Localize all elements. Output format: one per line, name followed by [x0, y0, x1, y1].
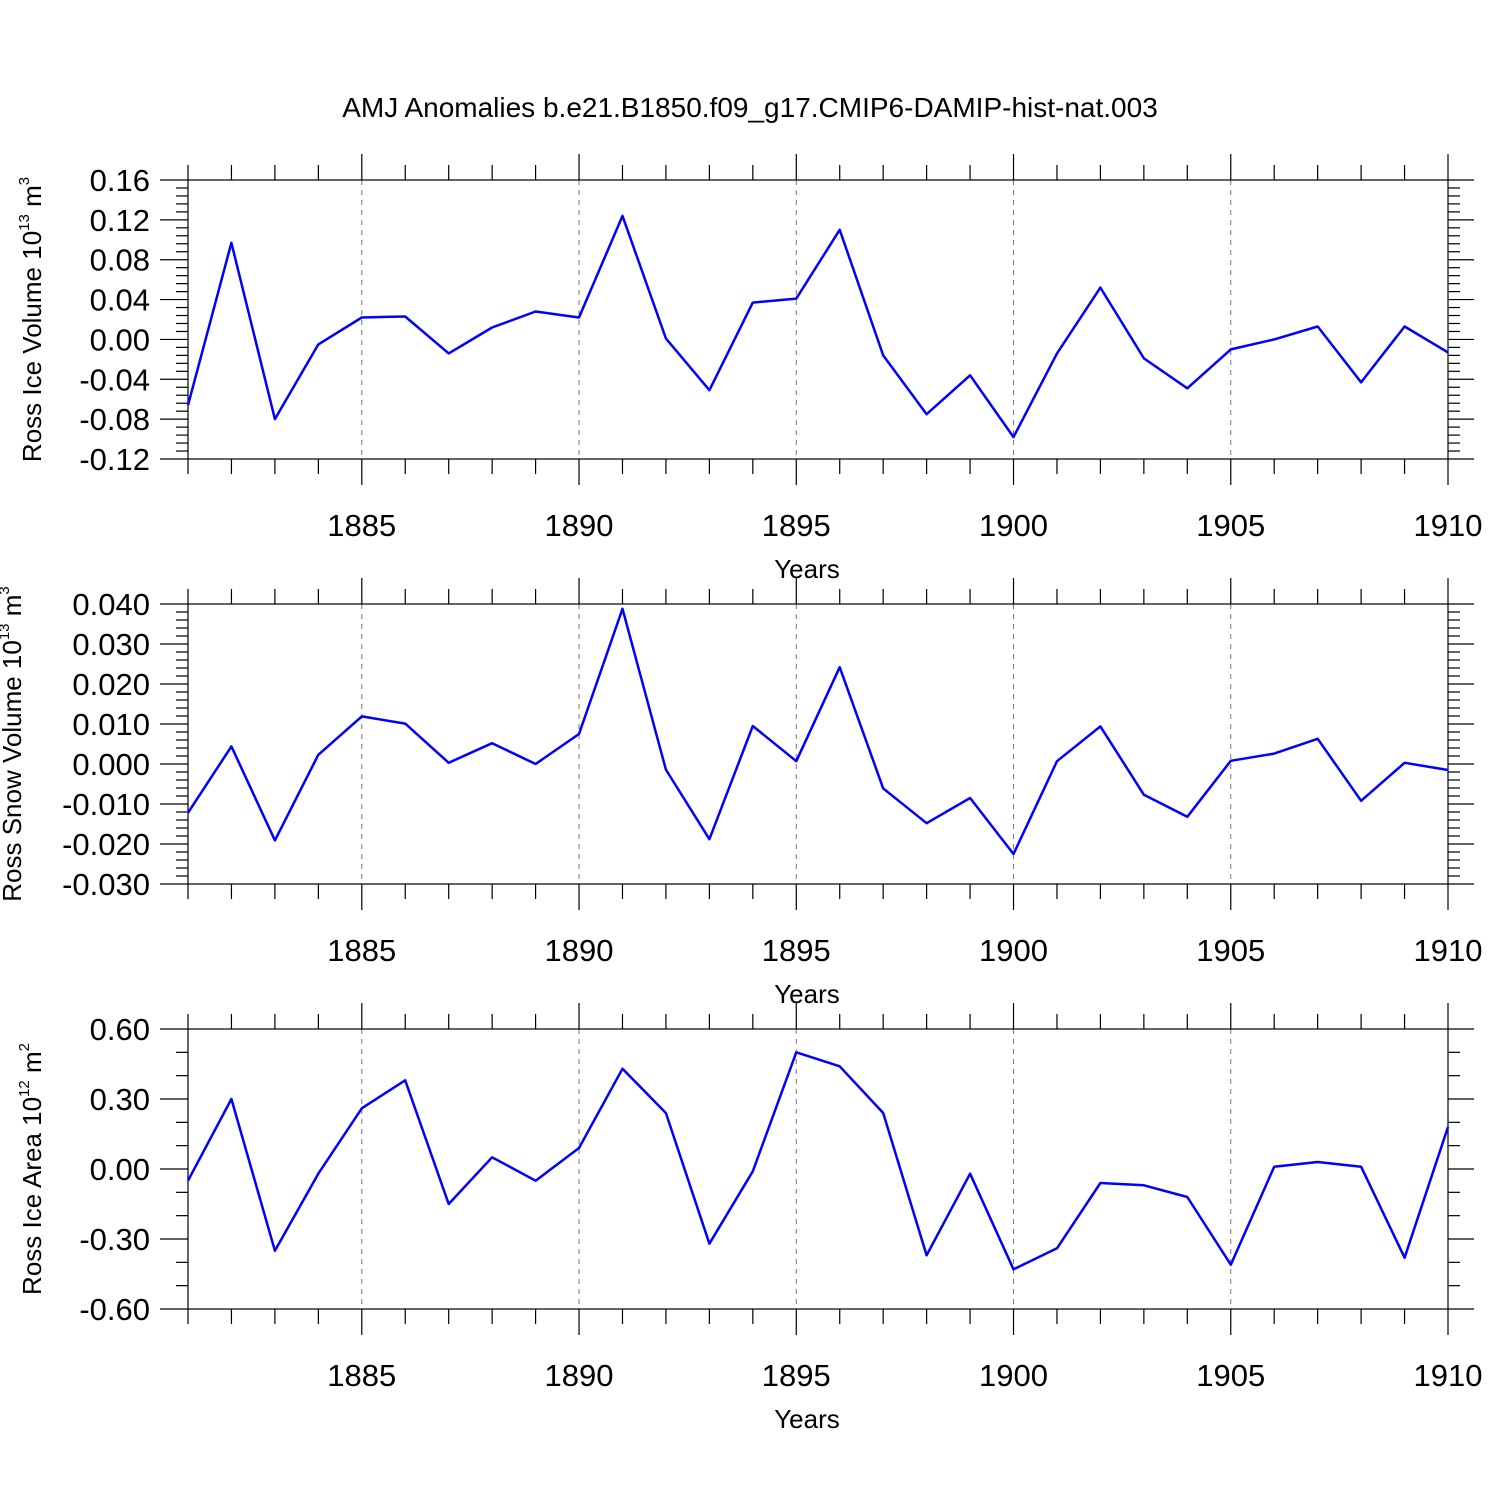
y-axis-label: Ross Ice Area 1012 m2 [16, 1043, 47, 1295]
x-tick-label: 1905 [1196, 508, 1265, 543]
x-tick-label: 1885 [327, 1358, 396, 1393]
x-tick-label: 1895 [762, 508, 831, 543]
y-tick-label: -0.010 [62, 787, 150, 822]
x-axis-label: Years [774, 1404, 840, 1434]
y-tick-label: 0.040 [72, 587, 150, 622]
x-tick-labels: 1885 1890 1895 1900 1905 1910 [327, 1358, 1482, 1393]
grid-lines [361, 180, 1232, 459]
x-tick-label: 1910 [1414, 508, 1483, 543]
x-tick-label: 1910 [1414, 1358, 1483, 1393]
x-tick-labels: 1885 1890 1895 1900 1905 1910 [327, 933, 1482, 968]
y-tick-label: 0.16 [90, 163, 150, 198]
y-tick-label: 0.60 [90, 1012, 150, 1047]
y-axis-label: Ross Ice Volume 1013 m3 [16, 177, 47, 462]
y-tick-label: -0.30 [79, 1222, 150, 1257]
plot-frame [187, 179, 1449, 460]
x-tick-label: 1890 [545, 508, 614, 543]
y-axis-label: Ross Snow Volume 1013 m3 [0, 586, 27, 902]
x-tick-label: 1900 [979, 933, 1048, 968]
x-tick-label: 1890 [545, 1358, 614, 1393]
panel-ice-volume: -0.12 -0.08 -0.04 0.00 0.04 0.08 0.12 0.16 1885… [16, 154, 1482, 584]
y-tick-label: 0.00 [90, 1152, 150, 1187]
x-tick-label: 1885 [327, 933, 396, 968]
x-axis-label: Years [774, 979, 840, 1009]
y-tick-label: -0.04 [79, 362, 150, 397]
y-tick-label: -0.12 [79, 442, 150, 477]
y-tick-label: -0.030 [62, 867, 150, 902]
x-tick-label: 1905 [1196, 1358, 1265, 1393]
y-tick-labels: -0.030 -0.020 -0.010 0.000 0.010 0.020 0.030 0.… [62, 587, 150, 902]
x-tick-label: 1900 [979, 1358, 1048, 1393]
x-tick-label: 1895 [762, 933, 831, 968]
x-axis-label: Years [774, 554, 840, 584]
grid-lines [361, 1029, 1232, 1309]
x-tick-label: 1900 [979, 508, 1048, 543]
series-line [186, 607, 1449, 856]
axis-ticks [160, 578, 1474, 910]
y-tick-label: 0.12 [90, 203, 150, 238]
y-tick-label: -0.020 [62, 827, 150, 862]
x-tick-label: 1890 [545, 933, 614, 968]
x-tick-label: 1905 [1196, 933, 1265, 968]
y-tick-label: 0.04 [90, 283, 150, 318]
y-tick-label: 0.08 [90, 243, 150, 278]
panel-snow-volume: -0.030 -0.020 -0.010 0.000 0.010 0.020 0.030 0.… [0, 578, 1482, 1009]
y-tick-label: 0.30 [90, 1082, 150, 1117]
x-tick-label: 1895 [762, 1358, 831, 1393]
x-tick-labels: 1885 1890 1895 1900 1905 1910 [327, 508, 1482, 543]
panel-ice-area: -0.60-0.300.000.300.60 1885 1890 1895 1900 1… [16, 1003, 1482, 1434]
chart-title: AMJ Anomalies b.e21.B1850.f09_g17.CMIP6-… [342, 92, 1158, 123]
axis-ticks [160, 1003, 1474, 1335]
y-tick-labels: -0.12 -0.08 -0.04 0.00 0.04 0.08 0.12 0.16 [79, 163, 150, 477]
x-tick-label: 1885 [327, 508, 396, 543]
series-line [186, 214, 1449, 439]
axis-ticks [160, 154, 1474, 485]
plot-frame [187, 1028, 1449, 1310]
y-tick-label: 0.030 [72, 627, 150, 662]
grid-lines [361, 604, 1232, 884]
series-line [186, 1051, 1450, 1271]
y-tick-label: -0.08 [79, 402, 150, 437]
plot-frame [187, 603, 1449, 885]
y-tick-label: 0.010 [72, 707, 150, 742]
y-tick-label: 0.00 [90, 322, 150, 357]
x-tick-label: 1910 [1414, 933, 1483, 968]
y-tick-label: 0.020 [72, 667, 150, 702]
y-tick-label: 0.000 [72, 747, 150, 782]
y-tick-label: -0.60 [79, 1292, 150, 1327]
y-tick-labels: -0.60 -0.30 0.00 0.30 0.60 [79, 1012, 150, 1327]
